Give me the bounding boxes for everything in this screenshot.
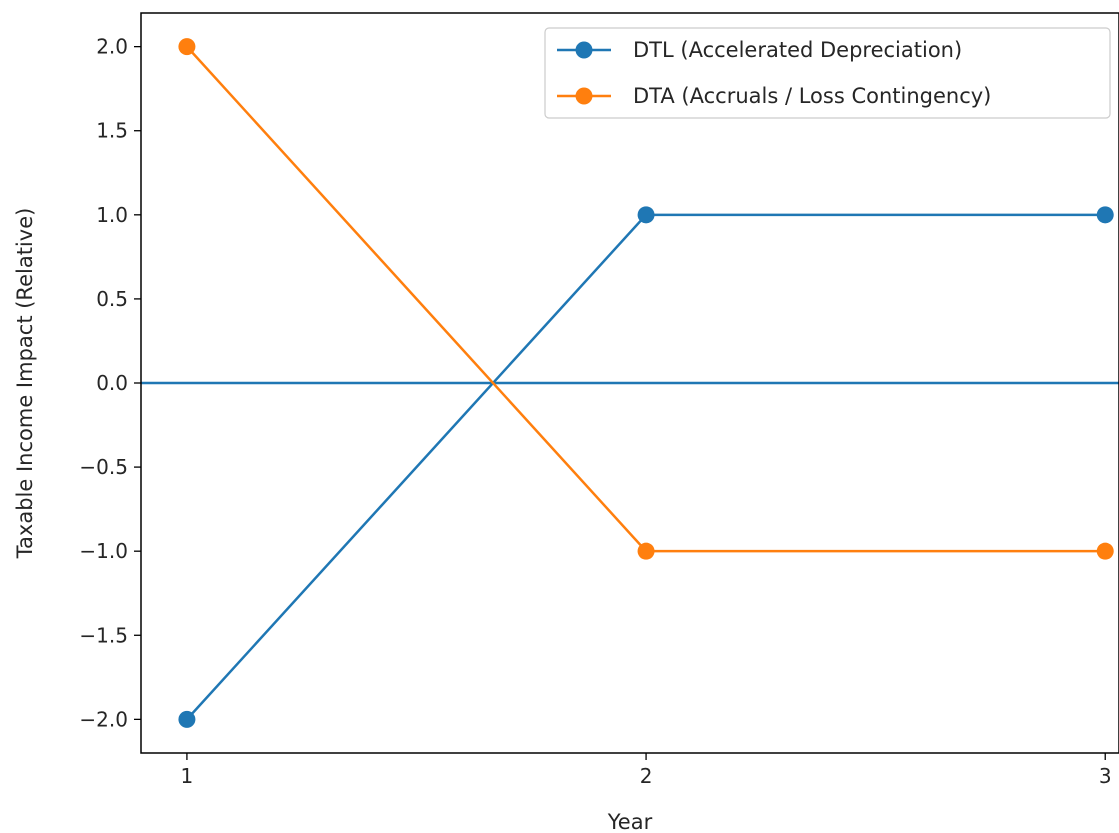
series-layer <box>178 38 1114 728</box>
y-tick-label: 1.0 <box>96 203 128 227</box>
y-axis-label: Taxable Income Impact (Relative) <box>13 208 37 560</box>
y-tick-label: 1.5 <box>96 119 128 143</box>
legend-label: DTA (Accruals / Loss Contingency) <box>633 84 991 108</box>
legend-box <box>544 27 1111 119</box>
data-point <box>1096 206 1114 224</box>
legend: DTL (Accelerated Depreciation) DTA (Accru… <box>544 27 1111 119</box>
y-tick-label: −1.5 <box>79 623 128 647</box>
legend-item: DTL (Accelerated Depreciation) <box>557 38 962 62</box>
series-2 <box>178 38 1114 560</box>
series-line <box>185 45 1106 553</box>
series-line <box>185 213 1106 721</box>
legend-marker <box>575 87 593 105</box>
x-tick-label: 2 <box>640 764 653 788</box>
y-tick-label: 0.0 <box>96 371 128 395</box>
y-axis-ticks: −2.0 −1.5 −1.0 −0.5 0.0 0.5 1.0 1.5 2.0 <box>79 35 141 731</box>
series-1 <box>178 206 1114 728</box>
y-tick-label: 2.0 <box>96 35 128 59</box>
y-tick-label: −2.0 <box>79 707 128 731</box>
legend-label: DTL (Accelerated Depreciation) <box>633 38 962 62</box>
legend-marker <box>575 41 593 59</box>
data-point <box>637 206 655 224</box>
data-point <box>178 38 196 56</box>
y-tick-label: −1.0 <box>79 539 128 563</box>
y-tick-label: 0.5 <box>96 287 128 311</box>
x-axis-ticks: 1 2 3 <box>181 753 1112 788</box>
data-point <box>637 542 655 560</box>
x-tick-label: 1 <box>181 764 194 788</box>
legend-item: DTA (Accruals / Loss Contingency) <box>557 84 991 108</box>
x-axis-label: Year <box>607 810 653 833</box>
data-point <box>178 710 196 728</box>
x-tick-label: 3 <box>1099 764 1112 788</box>
y-tick-label: −0.5 <box>79 455 128 479</box>
data-point <box>1096 542 1114 560</box>
